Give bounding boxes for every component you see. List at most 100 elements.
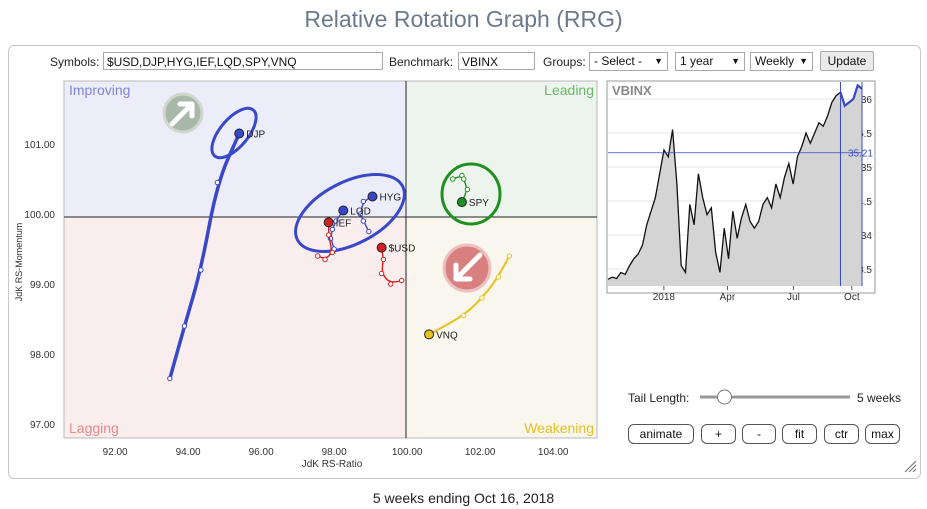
head-marker[interactable] (367, 191, 378, 202)
groups-label: Groups: (543, 55, 586, 69)
weakening-label: Weakening (524, 420, 594, 436)
tail-djp: DJP (167, 128, 265, 382)
x-tick-label: 102.00 (465, 447, 496, 458)
tail-point (479, 295, 485, 301)
x-tick-label: 96.00 (249, 447, 274, 458)
head-marker[interactable] (323, 217, 334, 228)
tail-point (322, 256, 328, 263)
tail-point (388, 281, 394, 287)
x-tick-label: 100.00 (392, 447, 423, 458)
tail-point (325, 232, 332, 238)
x-tick-label: 98.00 (322, 447, 347, 458)
y-axis-ticks: 101.00 100.00 99.00 98.00 97.00 (24, 140, 55, 431)
page-title: Relative Rotation Graph (RRG) (304, 6, 623, 32)
improving-label: Improving (69, 82, 130, 98)
improving-quadrant (64, 81, 406, 217)
tail-point (360, 218, 367, 224)
lagging-label: Lagging (69, 420, 119, 436)
tail-point (315, 253, 321, 259)
tail-point (329, 249, 336, 256)
chevron-down-icon: ▼ (731, 56, 740, 66)
bonds-highlight-ring (294, 173, 406, 253)
zoom-in-button[interactable]: + (701, 424, 736, 444)
tail-vnq: VNQ (424, 253, 513, 341)
update-button[interactable]: Update (820, 51, 874, 71)
symbols-input[interactable]: $USD,DJP,HYG,IEF,LQD,SPY,VNQ (103, 52, 383, 70)
series-label: IEF (336, 218, 352, 229)
frequency-select[interactable]: Weekly ▼ (750, 52, 813, 71)
lagging-quadrant (64, 217, 406, 438)
head-marker[interactable] (376, 242, 387, 253)
y-tick-label: 98.00 (30, 350, 55, 361)
y-tick-label: 100.00 (24, 210, 55, 221)
last-value-label: 35.21 (848, 149, 873, 160)
tail-point (461, 176, 467, 182)
benchmark-input[interactable]: VBINX (458, 52, 535, 70)
x-tick-label: 92.00 (103, 447, 128, 458)
head-marker[interactable] (234, 128, 245, 139)
y-tick-label: 101.00 (24, 140, 55, 151)
rrg-plot-border (63, 80, 598, 439)
groups-select[interactable]: - Select - ▼ (589, 52, 668, 71)
benchmark-y-tick: 35 (861, 163, 873, 174)
series-label: LQD (350, 207, 371, 218)
series-label: VNQ (436, 330, 458, 341)
head-marker[interactable] (424, 329, 435, 340)
x-axis-label: JdK RS-Ratio (302, 459, 363, 470)
benchmark-x-tick: Oct (844, 292, 860, 303)
djp-highlight-ring (210, 106, 258, 160)
tail-point (198, 267, 204, 273)
x-tick-label: 94.00 (176, 447, 201, 458)
tail-point (506, 253, 513, 259)
chevron-down-icon: ▼ (799, 56, 808, 66)
period-select-value: 1 year (680, 54, 714, 68)
animate-button[interactable]: animate (628, 424, 694, 444)
x-tick-label: 104.00 (538, 447, 569, 458)
benchmark-area (608, 85, 862, 287)
benchmark-x-tick: 2018 (653, 292, 676, 303)
series-label: $USD (389, 244, 416, 255)
leading-quadrant (406, 81, 597, 217)
symbols-label: Symbols: (50, 55, 100, 69)
head-marker[interactable] (456, 197, 467, 208)
weakening-arrow-icon (442, 243, 492, 293)
tail-point (181, 323, 188, 329)
tail-length-value: 5 weeks (857, 391, 902, 405)
benchmark-recent-line (839, 83, 863, 108)
center-button[interactable]: ctr (824, 424, 859, 444)
spy-highlight-ring (440, 162, 502, 226)
tail-spy: SPY (450, 172, 489, 209)
frequency-select-value: Weekly (755, 54, 795, 68)
tail-point (464, 186, 471, 193)
tail-point (214, 179, 221, 186)
tail-point (333, 218, 339, 224)
y-axis-label: JdK RS-Momentum (14, 223, 24, 302)
benchmark-x-tick: Apr (720, 292, 736, 303)
y-tick-label: 97.00 (30, 420, 55, 431)
maximize-button[interactable]: max (865, 424, 900, 444)
period-select[interactable]: 1 year ▼ (675, 52, 745, 71)
fit-button[interactable]: fit (782, 424, 817, 444)
zoom-out-button[interactable]: - (742, 424, 776, 444)
tail-point (329, 226, 336, 233)
tail-usdusd: $USD (376, 242, 416, 287)
tail-point (360, 198, 367, 205)
resize-grip-icon[interactable] (903, 459, 917, 473)
benchmark-y-tick: 34 (861, 231, 873, 242)
x-axis-ticks: 92.00 94.00 96.00 98.00 100.00 102.00 104.00 (103, 447, 569, 458)
tail-point (495, 274, 502, 280)
benchmark-x-tick: Jul (787, 292, 800, 303)
tail-slider-handle[interactable] (717, 389, 732, 405)
head-marker[interactable] (338, 205, 349, 216)
series-label: DJP (246, 130, 265, 141)
tail-point (450, 176, 456, 182)
tail-point (167, 375, 173, 382)
benchmark-line (607, 91, 841, 280)
chevron-down-icon: ▼ (654, 56, 663, 66)
improving-arrow-icon (162, 92, 204, 134)
tail-point (398, 277, 405, 284)
tail-length-label: Tail Length: (628, 391, 690, 405)
tail-ief: IEF (315, 217, 352, 263)
